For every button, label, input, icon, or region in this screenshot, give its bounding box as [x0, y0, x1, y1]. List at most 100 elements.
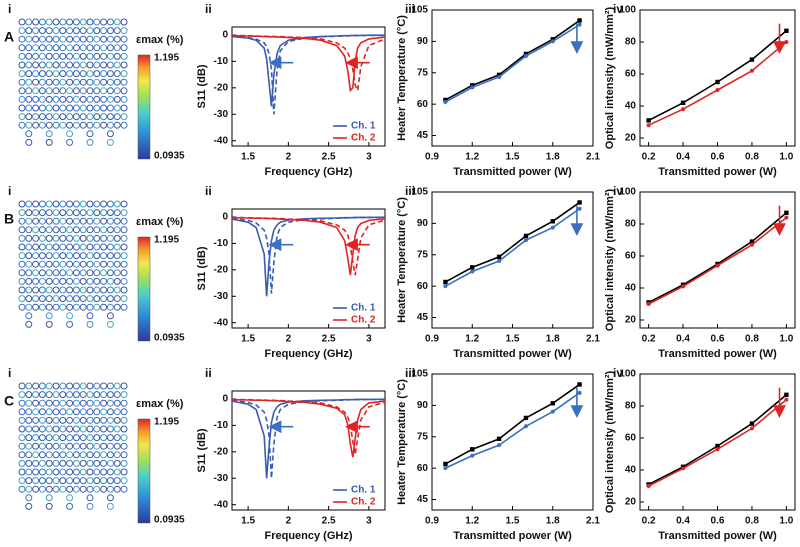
serpentine-loop — [113, 269, 121, 277]
serpentine-loop — [113, 477, 121, 485]
serpentine-loop — [72, 485, 80, 493]
serpentine-loop — [25, 442, 33, 450]
serpentine-loop — [72, 477, 80, 485]
marker — [646, 118, 651, 123]
y-tick-label: 100 — [619, 369, 636, 380]
serpentine-loop — [32, 425, 40, 433]
serpentine-loop — [120, 286, 128, 294]
serpentine-loop — [93, 408, 101, 416]
serpentine-loop — [45, 295, 53, 303]
serpentine-loop — [120, 442, 128, 450]
y-tick-label: -20 — [214, 264, 229, 275]
serpentine-loop — [72, 209, 80, 217]
serpentine-loop — [38, 391, 46, 399]
serpentine-loop — [45, 485, 53, 493]
serpentine-loop — [52, 416, 60, 424]
colorbar-title: εmax (%) — [136, 216, 184, 228]
serpentine-loop — [52, 286, 60, 294]
serpentine-loop — [86, 95, 94, 103]
serpentine-loop — [120, 87, 128, 95]
serpentine-loop — [120, 459, 128, 467]
series-line — [445, 383, 581, 465]
serpentine-loop — [120, 78, 128, 86]
y-tick-label: 75 — [417, 431, 429, 442]
marker — [443, 284, 448, 289]
serpentine-loop — [120, 61, 128, 69]
serpentine-loop — [72, 200, 80, 208]
serpentine-loop — [106, 408, 114, 416]
serpentine-loop — [59, 243, 67, 251]
serpentine-loop — [66, 87, 74, 95]
y-tick-label: -20 — [214, 82, 229, 93]
serpentine-loop — [45, 391, 53, 399]
serpentine-loop — [52, 200, 60, 208]
serpentine-loop — [52, 121, 60, 129]
serpentine-loop — [93, 113, 101, 121]
serpentine-loop — [18, 217, 26, 225]
serpentine-loop — [38, 382, 46, 390]
serpentine-loop — [79, 78, 87, 86]
serpentine-loop — [32, 226, 40, 234]
x-tick-label: 1.5 — [506, 152, 520, 163]
marker — [470, 265, 475, 270]
serpentine-loop — [93, 260, 101, 268]
x-tick-label: 0.2 — [642, 516, 656, 527]
x-axis-title: Transmitted power (W) — [658, 348, 777, 360]
serpentine-loop — [66, 27, 74, 35]
serpentine-loop — [106, 78, 114, 86]
serpentine-loop — [106, 485, 114, 493]
serpentine-loop — [66, 391, 74, 399]
x-tick-label: 1.5 — [241, 152, 255, 163]
marker — [443, 461, 448, 467]
serpentine-loop — [66, 61, 74, 69]
serpentine-loop — [25, 95, 33, 103]
serpentine-loop — [106, 35, 114, 43]
y-axis-title: S11 (dB) — [196, 246, 208, 290]
serpentine-loop — [32, 27, 40, 35]
serpentine-loop — [79, 200, 87, 208]
serpentine-loop — [113, 277, 121, 285]
serpentine-loop — [66, 442, 74, 450]
serpentine-loop — [18, 27, 26, 35]
serpentine-loop — [106, 399, 114, 407]
x-tick-label: 2.5 — [322, 516, 336, 527]
serpentine-loop — [93, 451, 101, 459]
serpentine-loop — [18, 459, 26, 467]
serpentine-loop — [38, 243, 46, 251]
series-line — [231, 34, 385, 115]
serpentine-loop — [32, 35, 40, 43]
serpentine-loop — [72, 104, 80, 112]
serpentine-loop — [18, 295, 26, 303]
serpentine-loop — [93, 200, 101, 208]
serpentine-loop — [59, 425, 67, 433]
serpentine-loop — [120, 399, 128, 407]
x-tick-label: 2 — [286, 334, 292, 345]
serpentine-loop — [59, 104, 67, 112]
series-line — [231, 398, 386, 455]
serpentine-loop — [45, 121, 53, 129]
serpentine-loop — [32, 303, 40, 311]
serpentine-loop — [106, 234, 114, 242]
colorbar — [137, 236, 151, 342]
x-tick-label: 0.2 — [642, 334, 656, 345]
serpentine-loop — [79, 277, 87, 285]
serpentine-loop — [120, 234, 128, 242]
serpentine-loop — [93, 87, 101, 95]
serpentine-loop — [18, 226, 26, 234]
serpentine-loop — [59, 209, 67, 217]
serpentine-loop — [93, 234, 101, 242]
serpentine-loop — [100, 234, 108, 242]
serpentine-loop — [45, 320, 53, 328]
serpentine-loop — [93, 277, 101, 285]
serpentine-loop — [93, 61, 101, 69]
serpentine-loop — [32, 391, 40, 399]
y-axis-title: Optical intensity (mW/mm²) — [604, 6, 616, 149]
serpentine-loop — [86, 320, 94, 328]
serpentine-loop — [25, 44, 33, 52]
serpentine-loop — [86, 399, 94, 407]
serpentine-loop — [32, 477, 40, 485]
x-tick-label: 1.0 — [779, 516, 793, 527]
serpentine-loop — [66, 399, 74, 407]
serpentine-loop — [106, 494, 114, 502]
serpentine-loop — [100, 303, 108, 311]
